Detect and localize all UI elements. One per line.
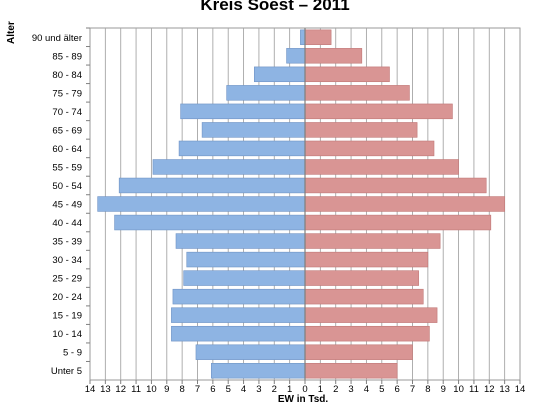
- age-group-label: 65 - 69: [52, 125, 82, 136]
- age-group-label: 25 - 29: [52, 274, 82, 285]
- age-group-label: 20 - 24: [52, 292, 82, 303]
- x-tick-label: 7: [410, 384, 415, 395]
- bar-left: [180, 103, 306, 120]
- bar-right: [304, 344, 413, 360]
- bar-right: [304, 307, 438, 323]
- x-tick-label: 6: [210, 384, 215, 395]
- bar-right: [304, 288, 424, 305]
- bar-right: [304, 140, 435, 157]
- bar-right: [304, 122, 418, 138]
- age-group-label: 55 - 59: [52, 162, 82, 173]
- bar-left: [97, 196, 306, 212]
- age-group-label: 5 - 9: [63, 348, 82, 359]
- age-group-label: Unter 5: [51, 366, 82, 377]
- x-tick-label: 3: [256, 384, 261, 395]
- age-group-label: 75 - 79: [52, 88, 82, 99]
- x-tick-label: 1: [318, 384, 323, 395]
- x-tick-label: 8: [179, 384, 184, 395]
- bar-right: [304, 196, 505, 212]
- age-group-label: 30 - 34: [52, 255, 82, 266]
- age-group-label: 60 - 64: [52, 144, 82, 155]
- x-tick-label: 6: [394, 384, 399, 395]
- age-group-label: 90 und älter: [32, 33, 82, 44]
- bar-left: [175, 233, 306, 249]
- bar-left: [300, 29, 306, 45]
- x-tick-label: 13: [499, 384, 510, 395]
- x-tick-label: 11: [469, 384, 479, 395]
- bar-right: [304, 251, 429, 268]
- x-tick-label: 7: [195, 384, 200, 395]
- x-tick-label: 11: [131, 384, 141, 395]
- age-group-label: 50 - 54: [52, 181, 82, 192]
- x-tick-label: 1: [287, 384, 292, 395]
- bar-left: [201, 122, 306, 138]
- bar-left: [114, 214, 306, 231]
- bar-right: [304, 103, 453, 120]
- bar-right: [304, 48, 363, 64]
- bar-right: [304, 159, 459, 175]
- x-tick-label: 4: [364, 384, 369, 395]
- age-group-label: 15 - 19: [52, 311, 82, 322]
- x-tick-label: 14: [85, 384, 96, 395]
- x-tick-label: 9: [441, 384, 446, 395]
- x-tick-label: 12: [115, 384, 126, 395]
- x-tick-label: 5: [379, 384, 384, 395]
- bar-right: [304, 66, 390, 83]
- axes: [86, 27, 521, 384]
- bar-left: [171, 307, 306, 323]
- age-group-label: 70 - 74: [52, 107, 82, 118]
- bar-left: [172, 288, 306, 305]
- x-tick-label: 5: [226, 384, 231, 395]
- x-tick-label: 10: [453, 384, 464, 395]
- bar-left: [171, 325, 306, 342]
- bar-right: [304, 214, 492, 231]
- bar-left: [286, 48, 306, 64]
- age-group-label: 85 - 89: [52, 51, 82, 62]
- age-group-label: 35 - 39: [52, 237, 82, 248]
- labels: 90 und älter 85 - 89 80 - 84 75 - 79 70 - 74…: [32, 33, 525, 395]
- x-tick-label: 10: [146, 384, 157, 395]
- x-tick-label: 9: [164, 384, 169, 395]
- bar-left: [211, 363, 306, 379]
- bar-left: [118, 177, 306, 194]
- x-tick-label: 8: [425, 384, 430, 395]
- age-group-label: 10 - 14: [52, 329, 82, 340]
- bar-right: [304, 177, 487, 194]
- bar-left: [254, 66, 306, 83]
- bar-right: [304, 325, 430, 342]
- bar-left: [226, 85, 306, 101]
- bar-right: [304, 233, 441, 249]
- age-group-label: 80 - 84: [52, 70, 82, 81]
- x-tick-label: 13: [100, 384, 111, 395]
- bar-right: [304, 363, 398, 379]
- x-tick-label: 14: [515, 384, 526, 395]
- bar-right: [304, 29, 332, 45]
- bar-left: [152, 159, 306, 175]
- bar-left: [183, 270, 306, 286]
- x-tick-label: 12: [484, 384, 495, 395]
- chart-title: Kreis Soest – 2011: [200, 0, 350, 14]
- bar-left: [195, 344, 306, 360]
- x-tick-label: 2: [272, 384, 277, 395]
- bar-right: [304, 85, 410, 101]
- age-group-label: 45 - 49: [52, 200, 82, 211]
- x-tick-label: 3: [348, 384, 353, 395]
- age-group-label: 40 - 44: [52, 218, 82, 229]
- bar-left: [178, 140, 306, 157]
- bar-left: [186, 251, 306, 268]
- x-tick-label: 0: [302, 384, 307, 395]
- bars: [97, 29, 505, 379]
- bar-right: [304, 270, 419, 286]
- x-tick-label: 2: [333, 384, 338, 395]
- x-tick-label: 4: [241, 384, 246, 395]
